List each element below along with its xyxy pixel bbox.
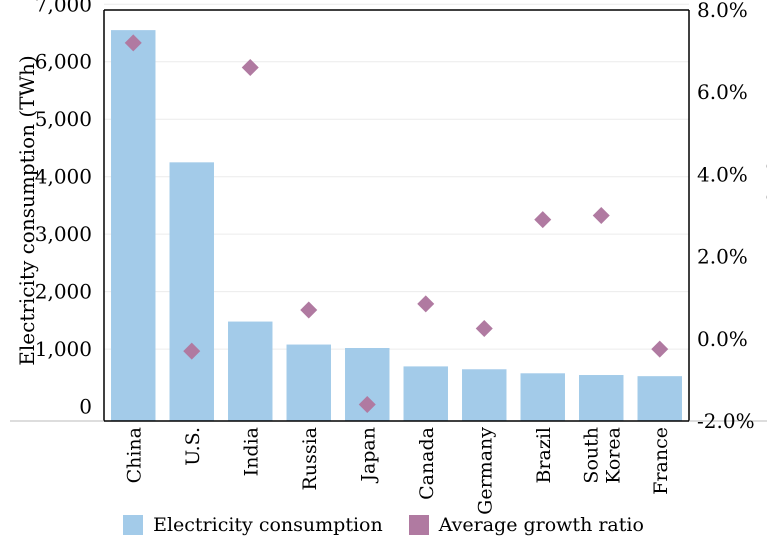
- bar-china: [111, 30, 156, 421]
- y-tick-label: 3,000: [35, 222, 92, 246]
- growth-point-brazil: [534, 211, 552, 229]
- growth-point-china: [124, 34, 142, 52]
- y2-tick-label: 6.0%: [697, 80, 748, 104]
- y-tick-label: 7,000: [35, 0, 92, 16]
- y-tick-label: 6,000: [35, 50, 92, 74]
- bar-russia: [286, 344, 331, 421]
- y-tick-label: 1,000: [35, 337, 92, 361]
- x-tick-label: India: [240, 427, 262, 476]
- bar-canada: [403, 366, 448, 421]
- growth-point-france: [651, 340, 669, 358]
- legend-label-growth: Average growth ratio: [438, 514, 644, 536]
- x-tick-label: Germany: [474, 427, 496, 515]
- bar-brazil: [520, 373, 565, 421]
- x-tick-label: Korea: [602, 427, 624, 484]
- growth-point-south-korea: [592, 207, 610, 224]
- x-tick-label: Japan: [357, 427, 379, 484]
- legend-swatch-growth: [408, 515, 429, 535]
- y-tick-label: 0: [79, 395, 92, 419]
- x-tick-label: France: [650, 427, 672, 495]
- bar-france: [637, 376, 682, 421]
- growth-point-russia: [300, 301, 318, 319]
- x-tick-label: South: [580, 427, 602, 484]
- legend-label-consumption: Electricity consumption: [153, 514, 383, 536]
- x-tick-label: Canada: [416, 427, 438, 500]
- growth-point-india: [241, 59, 259, 77]
- growth-point-canada: [417, 295, 435, 313]
- legend: Electricity consumption Average growth r…: [0, 510, 767, 540]
- x-tick-label: U.S.: [182, 427, 204, 466]
- bar-u-s-: [169, 162, 214, 421]
- y-axis-title: Electricity consumption (TWh): [15, 55, 39, 365]
- legend-item-growth: Average growth ratio: [408, 514, 644, 536]
- y-tick-label: 4,000: [35, 165, 92, 189]
- growth-point-u-s-: [183, 342, 201, 360]
- growth-point-japan: [358, 396, 376, 414]
- y2-tick-label: 2.0%: [697, 245, 748, 269]
- x-tick-label: Brazil: [533, 427, 555, 484]
- x-tick-label: Russia: [299, 427, 321, 490]
- y2-tick-label: 8.0%: [697, 0, 748, 22]
- growth-point-germany: [475, 320, 493, 338]
- legend-item-consumption: Electricity consumption: [123, 514, 383, 536]
- y2-tick-label: 4.0%: [697, 162, 748, 186]
- y2-tick-label: 0.0%: [697, 327, 748, 351]
- bar-india: [228, 321, 273, 421]
- bar-germany: [462, 369, 507, 421]
- legend-swatch-consumption: [123, 515, 144, 535]
- y-tick-label: 5,000: [35, 107, 92, 131]
- x-tick-label: China: [123, 427, 145, 483]
- y2-tick-label: -2.0%: [697, 409, 755, 433]
- bar-south-korea: [579, 375, 624, 421]
- y-tick-label: 2,000: [35, 280, 92, 304]
